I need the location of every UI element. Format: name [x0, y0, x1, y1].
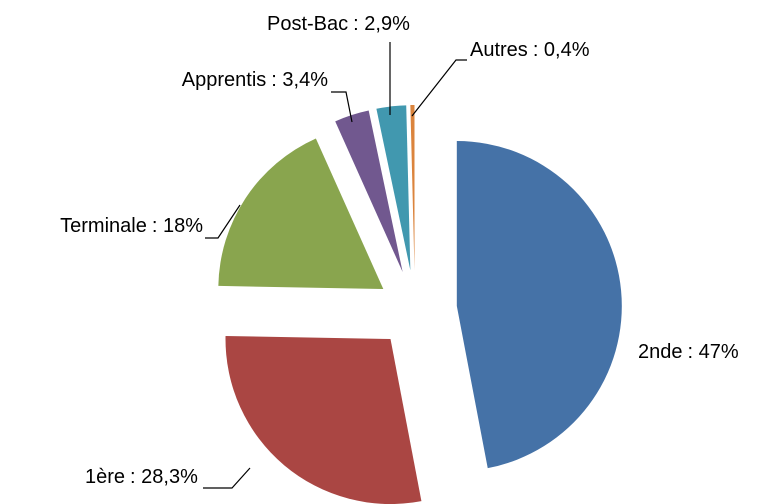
value-label: : 28,3% — [130, 466, 198, 488]
leader-line — [331, 91, 353, 123]
leader-line — [203, 467, 251, 489]
value-label: : 47% — [688, 341, 739, 363]
value-label: : 3,4% — [271, 69, 328, 91]
value-label: : 2,9% — [353, 13, 410, 35]
pie-slice — [376, 105, 411, 271]
data-label: Post-Bac: 2,9% — [267, 13, 410, 35]
category-label: Post-Bac — [267, 13, 348, 35]
pie-slice — [410, 105, 415, 271]
data-label: Apprentis: 3,4% — [182, 69, 328, 91]
leader-line — [205, 204, 241, 239]
category-label: 1ère — [85, 466, 125, 488]
pie-slice — [225, 335, 422, 504]
value-label: : 18% — [152, 215, 203, 237]
category-label: 2nde — [638, 341, 683, 363]
pie-slice — [456, 141, 622, 469]
leader-line — [411, 59, 467, 117]
value-label: : 0,4% — [533, 39, 590, 61]
data-label: Autres: 0,4% — [470, 39, 590, 61]
pie-slice — [335, 110, 403, 272]
category-label: Autres — [470, 39, 528, 61]
pie-slice — [218, 138, 384, 290]
data-label: 1ère: 28,3% — [85, 466, 198, 488]
category-label: Apprentis — [182, 69, 267, 91]
data-label: Terminale: 18% — [60, 215, 203, 237]
category-label: Terminale — [60, 215, 147, 237]
data-label: 2nde: 47% — [638, 341, 739, 363]
